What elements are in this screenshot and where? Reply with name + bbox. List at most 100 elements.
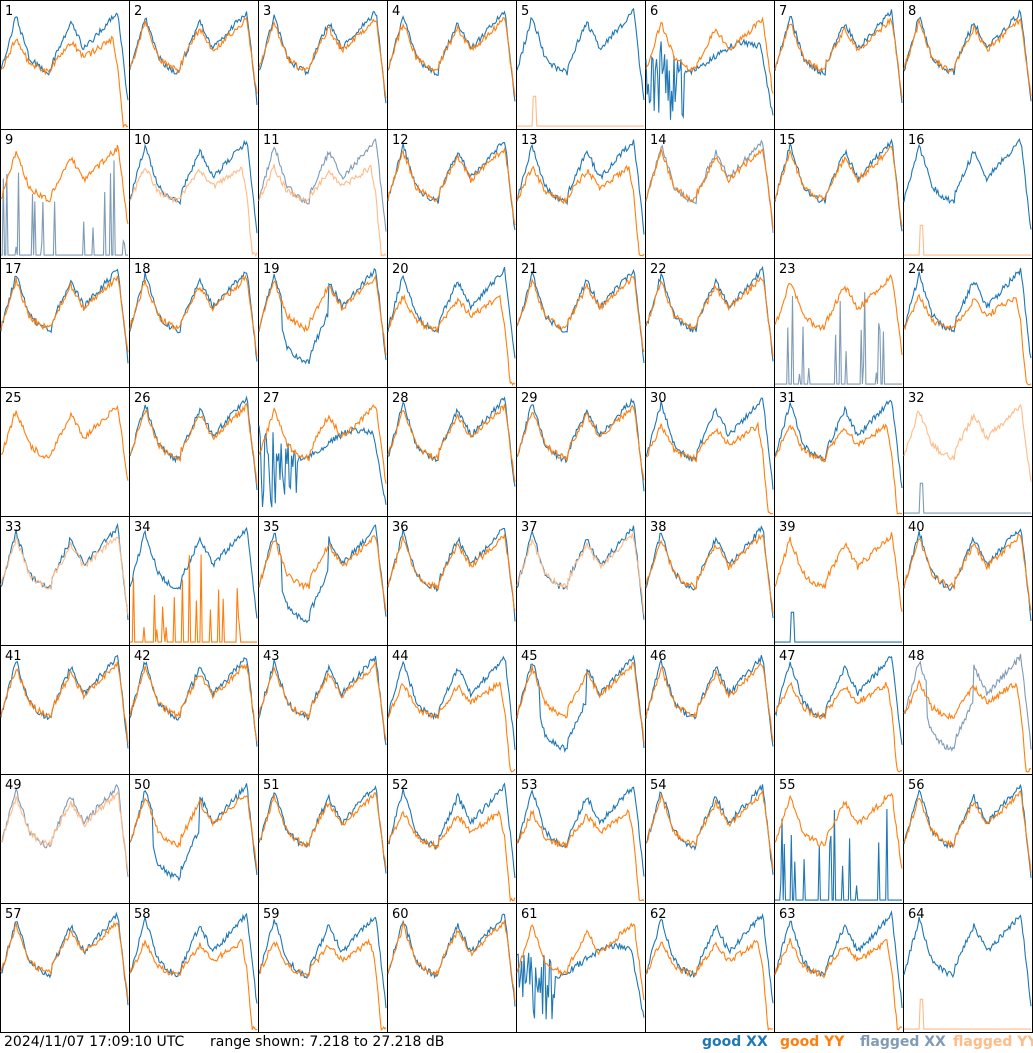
panel-label-35: 35 — [263, 520, 280, 535]
trace-yy-45 — [516, 662, 645, 744]
panel-label-43: 43 — [263, 649, 280, 664]
antenna-panel-9: 9 — [0, 133, 129, 256]
trace-yy-48 — [903, 679, 1032, 773]
panel-label-42: 42 — [134, 649, 151, 664]
antenna-panel-49: 49 — [0, 778, 129, 877]
trace-xx-57 — [0, 911, 129, 1006]
trace-yy-49 — [0, 791, 129, 873]
trace-yy-54 — [645, 790, 774, 871]
panel-label-26: 26 — [134, 391, 151, 406]
trace-yy-4 — [387, 16, 516, 97]
antenna-panel-55: 55 — [774, 778, 903, 901]
legend-good-yy: good YY — [780, 1034, 845, 1050]
trace-yy-58 — [129, 938, 258, 1031]
trace-xx-62 — [645, 912, 774, 1004]
panel-label-37: 37 — [521, 520, 538, 535]
timestamp: 2024/11/07 17:09:10 UTC — [4, 1034, 185, 1050]
trace-yy-25 — [0, 404, 129, 481]
trace-yy-52 — [387, 809, 516, 903]
trace-yy-27 — [258, 404, 387, 484]
panel-label-19: 19 — [263, 262, 280, 277]
panel-label-40: 40 — [908, 520, 925, 535]
antenna-panel-25: 25 — [0, 391, 129, 481]
trace-yy-62 — [645, 939, 773, 1031]
trace-xx-20 — [387, 266, 516, 359]
trace-xx-7 — [774, 9, 903, 103]
trace-yy-17 — [0, 275, 129, 353]
antenna-panel-13: 13 — [516, 133, 645, 257]
antenna-panel-54: 54 — [645, 778, 774, 875]
antenna-panel-4: 4 — [387, 4, 516, 102]
trace-xx-42 — [129, 657, 258, 747]
panel-label-25: 25 — [5, 391, 22, 406]
trace-xx-2 — [129, 11, 258, 105]
trace-yy-57 — [0, 921, 129, 1001]
antenna-panel-24: 24 — [903, 262, 1032, 386]
trace-xx-1 — [0, 12, 129, 101]
trace-yy-53 — [516, 808, 645, 902]
trace-xx-23 — [775, 292, 902, 385]
antenna-panel-51: 51 — [258, 778, 387, 874]
trace-yy-50 — [129, 795, 258, 871]
trace-xx-46 — [645, 655, 774, 747]
trace-xx-3 — [258, 11, 387, 104]
panel-label-63: 63 — [779, 907, 796, 922]
trace-xx-19 — [258, 267, 387, 365]
panel-label-45: 45 — [521, 649, 538, 664]
panel-label-44: 44 — [392, 649, 409, 664]
antenna-panel-26: 26 — [129, 391, 258, 491]
trace-xx-52 — [387, 782, 516, 879]
trace-yy-60 — [387, 918, 516, 1002]
trace-xx-63 — [774, 910, 903, 1008]
panel-label-60: 60 — [392, 907, 409, 922]
antenna-panel-7: 7 — [774, 4, 903, 103]
trace-xx-8 — [903, 9, 1032, 102]
antenna-panel-17: 17 — [0, 262, 129, 364]
trace-xx-49 — [0, 783, 129, 877]
trace-yy-29 — [516, 404, 645, 481]
panel-label-58: 58 — [134, 907, 151, 922]
trace-yy-13 — [516, 164, 645, 257]
trace-xx-28 — [387, 396, 516, 487]
legend-flagged-xx: flagged XX — [860, 1034, 946, 1050]
trace-yy-2 — [129, 16, 258, 94]
panel-label-50: 50 — [134, 778, 151, 793]
panel-label-51: 51 — [263, 778, 280, 793]
trace-yy-6 — [645, 16, 774, 94]
trace-yy-56 — [903, 790, 1032, 874]
trace-yy-7 — [774, 17, 903, 99]
antenna-panel-52: 52 — [387, 778, 516, 903]
trace-yy-23 — [774, 274, 903, 356]
trace-xx-53 — [516, 786, 645, 877]
trace-xx-48 — [903, 653, 1032, 752]
panel-label-6: 6 — [650, 4, 658, 19]
panel-label-13: 13 — [521, 133, 538, 148]
trace-xx-51 — [258, 785, 387, 874]
antenna-panel-1: 1 — [0, 4, 129, 129]
panel-label-34: 34 — [134, 520, 151, 535]
antenna-panel-46: 46 — [645, 649, 774, 747]
antenna-panel-59: 59 — [258, 907, 387, 1031]
trace-xx-21 — [516, 268, 645, 364]
trace-xx-10 — [129, 139, 258, 234]
antenna-panel-27: 27 — [258, 391, 387, 508]
trace-xx-29 — [516, 397, 645, 492]
antenna-panel-44: 44 — [387, 649, 516, 773]
trace-xx-39 — [775, 611, 902, 643]
trace-yy-18 — [129, 274, 258, 357]
antenna-panel-61: 61 — [516, 907, 645, 1020]
trace-yy-64 — [904, 998, 1031, 1030]
antenna-panel-58: 58 — [129, 907, 258, 1031]
trace-yy-30 — [645, 421, 773, 515]
antenna-panel-48: 48 — [903, 649, 1032, 773]
antenna-panel-30: 30 — [645, 391, 774, 515]
trace-xx-9 — [1, 160, 128, 256]
trace-yy-43 — [258, 660, 387, 741]
trace-xx-60 — [387, 913, 516, 1007]
panel-label-31: 31 — [779, 391, 796, 406]
panel-label-20: 20 — [392, 262, 409, 277]
antenna-panel-23: 23 — [774, 262, 903, 385]
antenna-panel-20: 20 — [387, 262, 516, 386]
trace-yy-59 — [258, 938, 387, 1031]
panel-label-38: 38 — [650, 520, 667, 535]
